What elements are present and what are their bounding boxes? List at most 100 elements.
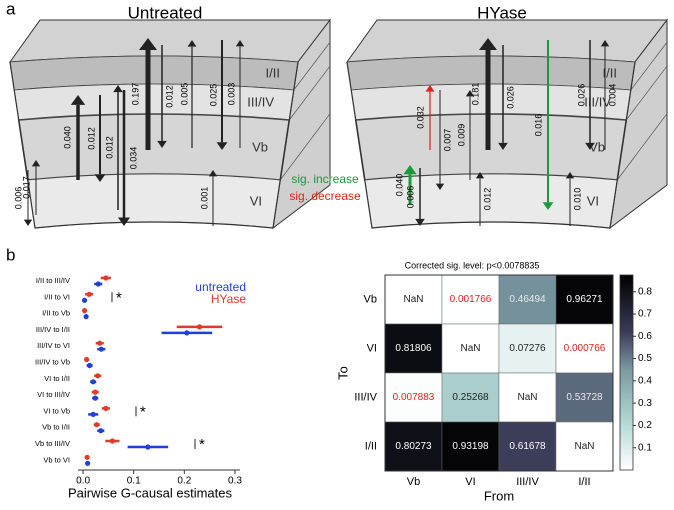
arrow-label: 0.016 xyxy=(533,114,543,137)
arrow-label: 0.026 xyxy=(505,86,515,109)
cell-label: 0.46494 xyxy=(509,294,546,305)
x-tick-label: 0.1 xyxy=(127,476,141,487)
cell-label: 0.61678 xyxy=(509,441,546,452)
error-dot xyxy=(184,330,190,336)
arrow-head xyxy=(216,142,228,150)
error-dot xyxy=(92,389,98,395)
cell-label: 0.96271 xyxy=(566,294,603,305)
side-line xyxy=(293,42,331,91)
legend-entry: HYase xyxy=(211,292,246,306)
diagram-title: HYase xyxy=(477,3,527,22)
cell-label: 0.81806 xyxy=(395,343,432,354)
y-tick-label: III/IV to I/II xyxy=(36,325,70,334)
error-bar xyxy=(176,324,223,330)
sig-star: * xyxy=(199,436,205,453)
error-dot xyxy=(84,454,90,460)
x-tick-label: 0.3 xyxy=(228,476,242,487)
error-dot xyxy=(90,411,96,417)
error-dot xyxy=(196,324,203,330)
error-bar xyxy=(127,444,169,450)
x-tick-label: III/IV xyxy=(516,476,539,488)
arrow-label: 0.006 xyxy=(405,186,415,209)
error-bar xyxy=(93,422,100,428)
arrow-head xyxy=(118,217,130,226)
error-bar xyxy=(94,281,103,287)
panel-label: a xyxy=(6,0,16,18)
heatmap-cell xyxy=(384,274,443,325)
heatmap-cell xyxy=(555,274,614,325)
error-bar xyxy=(92,395,99,401)
arrow-label: 0.197 xyxy=(130,83,140,106)
error-bar xyxy=(97,428,105,434)
error-dot xyxy=(103,275,109,281)
heatmap-cell xyxy=(441,372,500,423)
error-bar xyxy=(85,460,91,466)
error-dot xyxy=(98,428,104,434)
arrow-head xyxy=(425,85,435,92)
cell-label: 0.80273 xyxy=(395,441,432,452)
arrow-label: 0.012 xyxy=(104,136,114,159)
layer-label: VI xyxy=(587,193,599,208)
y-tick-label: I/II to III/IV xyxy=(36,276,70,285)
arrow-head xyxy=(585,142,595,150)
cell-label: 0.25268 xyxy=(452,392,489,403)
arrow-head xyxy=(415,218,425,226)
y-axis-label: To xyxy=(335,366,350,380)
y-tick-label: Vb to VI xyxy=(43,455,70,464)
arrow-head xyxy=(31,160,41,167)
y-tick-label: I/II to VI xyxy=(44,292,70,301)
cell-label: NaN xyxy=(574,441,594,452)
y-tick-label: I/II to Vb xyxy=(42,309,70,318)
error-dot xyxy=(94,422,100,428)
heatmap-title: Corrected sig. level: p<0.0078835 xyxy=(405,260,540,270)
legend-entry: untreated xyxy=(195,280,246,294)
error-bar xyxy=(100,275,111,281)
arrow-head xyxy=(187,40,197,47)
arrow-head xyxy=(94,174,106,182)
heatmap-cell xyxy=(441,274,500,325)
error-dot xyxy=(81,297,88,303)
layer-label: III/IV xyxy=(247,94,274,109)
side-line xyxy=(288,65,331,121)
error-dot xyxy=(103,405,109,411)
slab-outline xyxy=(9,61,299,229)
cell-label: 0.07276 xyxy=(509,343,546,354)
slab-outline xyxy=(346,61,636,229)
arrow-head xyxy=(542,202,554,210)
x-axis-label: Pairwise G-causal estimates xyxy=(68,485,232,500)
x-tick-label: 0.2 xyxy=(177,476,191,487)
layer-band xyxy=(354,113,628,181)
error-dot xyxy=(85,460,91,466)
layer-label: VI xyxy=(250,193,262,208)
cell-label: 0.007883 xyxy=(393,392,435,403)
error-dot xyxy=(95,281,101,287)
arrow-label: 0.040 xyxy=(62,126,72,149)
error-bar xyxy=(161,330,213,336)
layer-label: I/II xyxy=(266,65,280,80)
arrow-label: 0.004 xyxy=(607,84,617,107)
arrow-label: 0.009 xyxy=(456,124,466,147)
arrow-head xyxy=(600,40,610,47)
error-dot xyxy=(98,346,104,352)
error-dot xyxy=(92,395,98,401)
error-bar xyxy=(101,405,110,411)
arrow-label: 0.040 xyxy=(394,174,404,197)
heatmap-cell xyxy=(384,372,443,423)
error-bar xyxy=(81,308,88,314)
y-tick-label: III/IV to VI xyxy=(37,341,70,350)
side-line xyxy=(625,65,668,121)
layer-band xyxy=(27,173,281,229)
y-tick-label: VI to III/IV xyxy=(37,390,70,399)
arrow-head xyxy=(23,219,33,226)
panel-label: b xyxy=(6,245,15,264)
arrow-head xyxy=(235,40,245,47)
error-dot xyxy=(109,438,116,444)
arrow-label: 0.032 xyxy=(415,106,425,129)
cell-label: NaN xyxy=(460,343,480,354)
colorbar-tick-label: 0.7 xyxy=(638,309,652,320)
arrow-label: 0.012 xyxy=(164,85,174,108)
x-tick-label: I/II xyxy=(578,476,590,488)
colorbar xyxy=(619,274,634,471)
arrow-label: 0.025 xyxy=(208,84,218,107)
